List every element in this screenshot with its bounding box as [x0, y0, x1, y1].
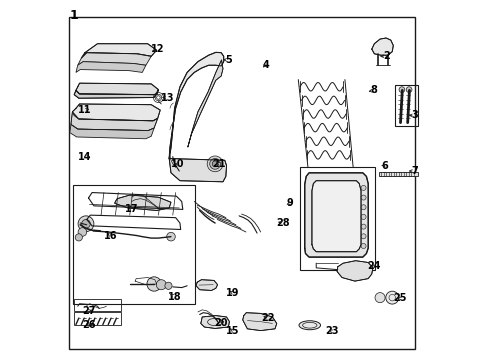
- Circle shape: [374, 293, 384, 303]
- Polygon shape: [76, 62, 145, 72]
- Text: 27: 27: [82, 306, 96, 316]
- Text: 1: 1: [70, 9, 79, 22]
- Circle shape: [398, 87, 404, 93]
- Polygon shape: [196, 280, 217, 291]
- Circle shape: [406, 87, 411, 93]
- Text: 26: 26: [82, 320, 96, 330]
- Polygon shape: [169, 52, 223, 158]
- Text: 25: 25: [393, 293, 407, 303]
- Circle shape: [385, 291, 398, 304]
- Text: 6: 6: [381, 161, 387, 171]
- Circle shape: [360, 234, 366, 239]
- Circle shape: [81, 220, 90, 228]
- Polygon shape: [71, 112, 158, 131]
- Text: 4: 4: [262, 60, 269, 70]
- Polygon shape: [311, 181, 360, 252]
- Text: 10: 10: [171, 159, 184, 169]
- Text: 14: 14: [78, 152, 91, 162]
- Circle shape: [212, 161, 218, 167]
- Polygon shape: [242, 313, 276, 330]
- Polygon shape: [187, 60, 223, 147]
- Circle shape: [360, 224, 366, 229]
- Polygon shape: [378, 172, 418, 176]
- Bar: [74, 312, 121, 325]
- Circle shape: [164, 282, 172, 289]
- Text: 22: 22: [261, 313, 274, 323]
- Circle shape: [360, 205, 366, 210]
- Polygon shape: [169, 158, 226, 182]
- Text: 23: 23: [325, 326, 338, 336]
- Text: 9: 9: [286, 198, 293, 208]
- Bar: [394, 85, 418, 126]
- Text: 3: 3: [410, 111, 417, 121]
- Text: 17: 17: [124, 204, 138, 214]
- Ellipse shape: [298, 321, 320, 330]
- Polygon shape: [371, 38, 392, 55]
- Text: 2: 2: [382, 51, 389, 61]
- Circle shape: [360, 185, 366, 190]
- Polygon shape: [336, 261, 372, 281]
- Polygon shape: [81, 44, 156, 58]
- Text: 18: 18: [167, 292, 181, 302]
- Circle shape: [360, 215, 366, 220]
- Text: 28: 28: [276, 218, 289, 228]
- Text: 15: 15: [226, 325, 239, 336]
- Circle shape: [360, 195, 366, 200]
- Circle shape: [209, 158, 220, 169]
- Text: 16: 16: [104, 231, 118, 240]
- Polygon shape: [201, 316, 229, 328]
- Text: 13: 13: [161, 93, 174, 103]
- Circle shape: [78, 228, 86, 236]
- Text: 19: 19: [226, 288, 239, 298]
- Text: 7: 7: [410, 166, 417, 176]
- Circle shape: [156, 280, 166, 290]
- Circle shape: [147, 277, 161, 291]
- Text: 21: 21: [212, 159, 225, 169]
- Polygon shape: [115, 195, 171, 211]
- Bar: [74, 300, 121, 311]
- Polygon shape: [304, 173, 367, 257]
- Bar: [300, 167, 375, 270]
- Text: 12: 12: [151, 44, 164, 54]
- Circle shape: [360, 243, 366, 248]
- Text: 24: 24: [367, 261, 380, 271]
- Polygon shape: [72, 104, 160, 121]
- Circle shape: [216, 320, 223, 328]
- Text: 11: 11: [78, 105, 91, 115]
- Text: 5: 5: [224, 55, 231, 65]
- Circle shape: [166, 232, 175, 241]
- Circle shape: [78, 216, 94, 231]
- Text: 20: 20: [214, 319, 227, 328]
- Polygon shape: [76, 83, 158, 95]
- Bar: [73, 185, 195, 304]
- Text: 8: 8: [369, 85, 376, 95]
- Polygon shape: [78, 53, 151, 65]
- Polygon shape: [74, 90, 158, 98]
- Polygon shape: [70, 125, 154, 139]
- Circle shape: [75, 234, 82, 241]
- Circle shape: [207, 156, 223, 172]
